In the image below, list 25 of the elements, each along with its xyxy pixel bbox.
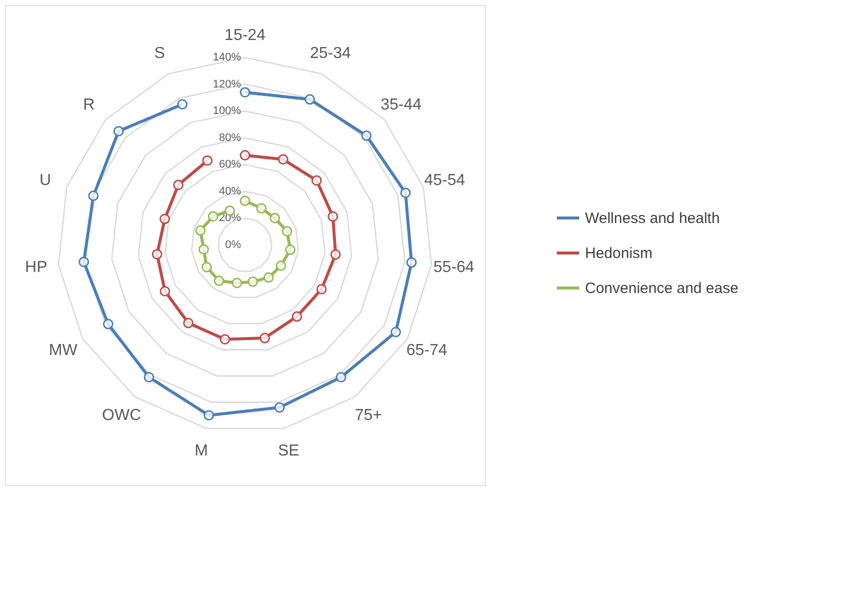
y-tick-label: 120% [212,78,242,90]
y-tick-label: 0% [225,239,242,251]
legend-label: Wellness and health [585,210,720,227]
spoke-label: 65-74 [406,342,448,359]
spoke-label: MW [48,342,78,359]
spoke-label: HP [25,258,48,276]
y-tick-label: 140% [212,52,242,64]
legend-label: Hedonism [585,245,653,262]
spoke-label: M [194,442,208,460]
spoke-label: 35-44 [380,96,422,114]
spoke-label: 15-24 [224,27,266,44]
spoke-label: 25-34 [310,45,351,62]
spoke-label: SE [278,442,300,460]
spoke-label: U [39,172,52,190]
y-tick-label: 80% [218,132,242,144]
y-tick-label: 60% [218,158,242,171]
spoke-label: 55-64 [433,258,474,276]
spoke-label: R [83,96,95,114]
spoke-label: 45-54 [424,172,466,190]
legend-label: Convenience and ease [585,280,738,297]
spoke-label: 75+ [354,406,382,424]
spoke-label: OWC [102,406,142,424]
y-tick-label: 100% [212,105,242,118]
y-tick-label: 40% [218,185,242,198]
spoke-label: S [154,45,165,62]
